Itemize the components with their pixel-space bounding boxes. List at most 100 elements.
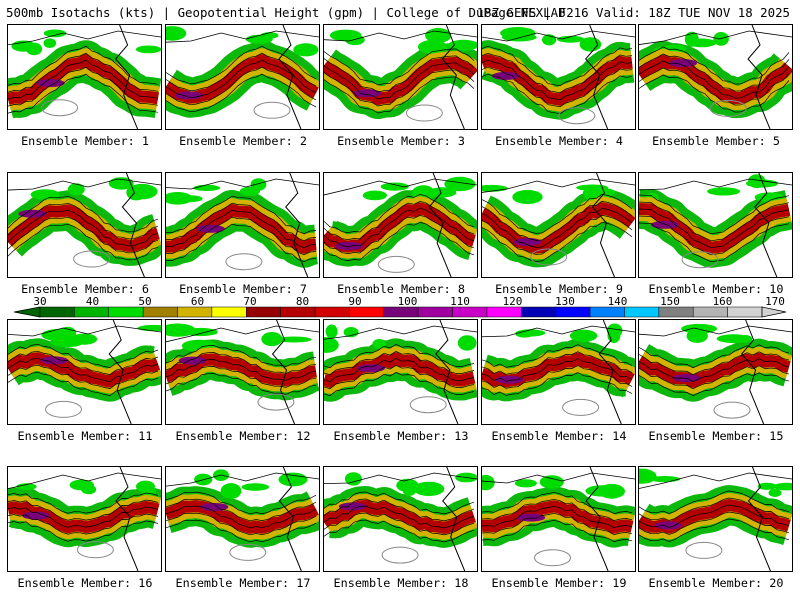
height-contour bbox=[8, 506, 159, 528]
ensemble-member-label: Ensemble Member: 3 bbox=[337, 134, 465, 148]
ensemble-member-label: Ensemble Member: 18 bbox=[333, 576, 469, 590]
isotach-patch bbox=[745, 179, 779, 188]
isotach-patch bbox=[345, 34, 365, 46]
grey-contour bbox=[45, 400, 82, 418]
valid-time: 18Z GEFS | F216 Valid: 18Z TUE NOV 18 20… bbox=[476, 5, 790, 20]
isotach-patch bbox=[482, 474, 495, 491]
isotach-patch bbox=[71, 333, 98, 345]
height-contour bbox=[324, 372, 475, 397]
height-contour bbox=[324, 365, 475, 390]
ensemble-map-panel bbox=[481, 319, 636, 425]
coastline bbox=[585, 467, 609, 571]
coastline bbox=[639, 178, 792, 191]
ensemble-member-label: Ensemble Member: 2 bbox=[179, 134, 307, 148]
ensemble-map-panel bbox=[165, 24, 320, 130]
isotach-patch bbox=[380, 182, 409, 191]
height-contour bbox=[8, 66, 159, 107]
height-contour bbox=[166, 216, 317, 256]
grey-contour bbox=[713, 401, 751, 419]
height-contour bbox=[8, 492, 159, 514]
grey-contour bbox=[253, 101, 291, 119]
height-contour bbox=[639, 222, 790, 263]
isotach-patch bbox=[41, 329, 76, 341]
ensemble-map-panel bbox=[638, 319, 793, 425]
height-contour bbox=[8, 223, 159, 261]
grey-contour bbox=[41, 99, 79, 117]
isotach-patch bbox=[447, 39, 477, 51]
isotach-colorbar: 30 40 50 60 70 80 90 100 110 120 130 140 150 160 170 bbox=[0, 295, 800, 319]
jet-core bbox=[517, 513, 546, 522]
grey-contour bbox=[530, 248, 568, 266]
coastline bbox=[324, 325, 477, 340]
jet-core bbox=[495, 375, 524, 384]
height-contour bbox=[639, 365, 790, 390]
ensemble-map-panel bbox=[165, 466, 320, 572]
height-contour bbox=[324, 194, 475, 233]
height-contour bbox=[8, 209, 159, 247]
grey-contour bbox=[558, 107, 596, 125]
height-contour bbox=[166, 59, 317, 99]
coastline bbox=[271, 320, 296, 424]
colorbar-tick-label: 160 bbox=[712, 295, 733, 308]
isotach-patch bbox=[585, 485, 620, 497]
colorbar-tick-label: 50 bbox=[138, 295, 152, 308]
height-contour bbox=[482, 221, 633, 262]
isotach-patch bbox=[768, 488, 782, 497]
isotach-patch bbox=[372, 339, 386, 349]
isotach-patch bbox=[324, 337, 339, 353]
jet-core bbox=[650, 220, 679, 229]
isotach-patch bbox=[166, 26, 187, 41]
grey-contour bbox=[377, 255, 415, 273]
coastline bbox=[278, 25, 302, 129]
colorbar-tick-label: 90 bbox=[348, 295, 362, 308]
height-contour bbox=[482, 498, 633, 521]
height-contour bbox=[324, 505, 475, 529]
colorbar-tick-label: 130 bbox=[555, 295, 575, 308]
ensemble-map-panel bbox=[638, 466, 793, 572]
isotach-patch bbox=[241, 483, 270, 491]
isotach-patch bbox=[344, 472, 362, 486]
coastline bbox=[324, 472, 477, 484]
height-contour bbox=[324, 55, 475, 93]
coastline bbox=[639, 30, 792, 45]
height-contour bbox=[166, 352, 317, 374]
grey-contour bbox=[257, 393, 295, 411]
isotach-patch bbox=[457, 335, 477, 351]
height-contour bbox=[8, 520, 159, 542]
isotach-patch bbox=[69, 479, 94, 491]
isotach-patch bbox=[539, 475, 564, 489]
coastline bbox=[482, 30, 635, 42]
height-contour bbox=[639, 504, 790, 528]
height-contour bbox=[639, 358, 790, 383]
height-contour bbox=[166, 202, 317, 242]
ensemble-member-label: Ensemble Member: 5 bbox=[652, 134, 780, 148]
isotach-patch bbox=[684, 31, 699, 47]
ensemble-map-panel bbox=[638, 172, 793, 278]
ensemble-member-label: Ensemble Member: 10 bbox=[648, 282, 784, 296]
height-contour bbox=[166, 505, 317, 529]
ensemble-member-label: Ensemble Member: 13 bbox=[333, 429, 469, 443]
height-contour bbox=[482, 344, 633, 368]
grey-contour bbox=[709, 99, 747, 117]
jet-core bbox=[338, 502, 367, 511]
height-contour bbox=[166, 73, 317, 113]
jet-core bbox=[18, 209, 47, 218]
coastline bbox=[8, 325, 161, 337]
height-contour bbox=[8, 45, 159, 86]
map-header: 500mb Isotachs (kts) | Geopotential Heig… bbox=[6, 3, 796, 23]
jet-core bbox=[40, 356, 69, 365]
coastline bbox=[114, 25, 139, 129]
ensemble-map-panel bbox=[323, 172, 478, 278]
isotach-patch bbox=[239, 186, 260, 196]
height-contour bbox=[482, 505, 633, 528]
coastline bbox=[585, 25, 609, 129]
jet-core bbox=[357, 364, 385, 373]
ensemble-map-panel bbox=[481, 172, 636, 278]
coastline bbox=[754, 173, 778, 277]
height-contour bbox=[482, 214, 633, 255]
height-contour bbox=[8, 357, 159, 382]
ensemble-map-panel bbox=[323, 319, 478, 425]
ensemble-member-label: Ensemble Member: 1 bbox=[21, 134, 149, 148]
height-contour bbox=[324, 62, 475, 100]
isotach-patch bbox=[275, 336, 312, 343]
